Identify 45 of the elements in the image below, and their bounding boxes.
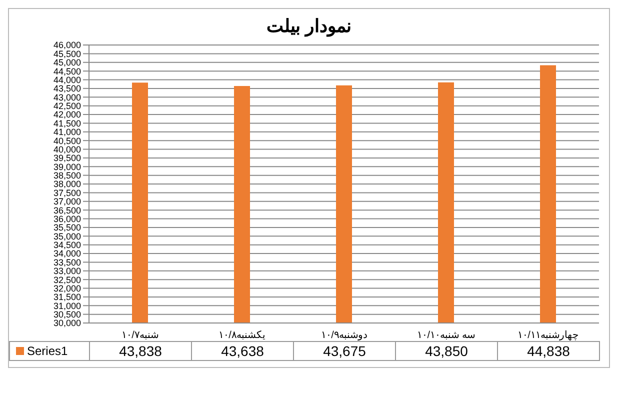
y-tick-label: 41,000 [53,127,81,138]
legend-label: Series1 [26,344,68,358]
y-tick-label: 45,000 [53,58,81,68]
x-tick-label: یکشنبه۱۰/۸ [218,330,266,342]
y-tick-label: 35,000 [53,231,81,242]
y-tick-label: 43,000 [53,92,81,102]
y-tick-label: 32,500 [53,274,81,285]
x-tick-label: دوشنبه۱۰/۹ [321,330,367,342]
data-label: 43,675 [294,342,396,360]
y-tick-label: 30,500 [53,310,81,320]
y-tick-label: 34,500 [53,240,81,250]
y-tick-label: 30,000 [53,318,81,328]
data-label: 43,638 [192,342,294,360]
y-tick-label: 36,000 [53,214,81,224]
y-tick-label: 42,500 [53,101,81,112]
data-label: 44,838 [498,342,600,360]
y-tick-label: 45,500 [53,48,81,59]
y-tick-label: 42,000 [53,110,81,120]
y-tick-label: 39,500 [53,153,81,164]
y-tick-label: 37,500 [53,188,81,198]
y-tick-label: 36,500 [53,205,81,216]
y-tick-label: 35,500 [53,222,81,233]
y-tick-label: 38,500 [53,170,81,181]
y-tick-label: 41,500 [53,118,81,128]
data-label: 43,850 [396,342,498,360]
chart-title: نمودار بیلت [265,15,352,37]
y-tick-label: 38,000 [53,179,81,190]
x-tick-label: سه شنبه۱۰/۱۰ [417,330,475,342]
y-tick-label: 40,500 [53,136,81,146]
y-tick-label: 46,000 [53,40,81,50]
y-tick-label: 44,500 [53,66,81,76]
y-tick-label: 33,500 [53,257,81,268]
y-tick-label: 32,000 [53,283,81,294]
y-tick-label: 31,500 [53,292,81,302]
y-tick-label: 39,000 [53,162,81,172]
y-tick-label: 37,000 [53,196,81,207]
data-label: 43,838 [90,342,192,360]
y-tick-label: 34,000 [53,248,81,259]
y-tick-label: 40,000 [53,144,81,154]
y-tick-label: 43,500 [53,84,81,94]
y-tick-label: 44,000 [53,74,81,85]
y-tick-label: 31,000 [53,300,81,311]
x-tick-label: شنبه۱۰/۷ [122,330,158,342]
y-tick-label: 33,000 [53,266,81,276]
x-tick-label: چهارشنبه۱۰/۱۱ [518,330,578,342]
